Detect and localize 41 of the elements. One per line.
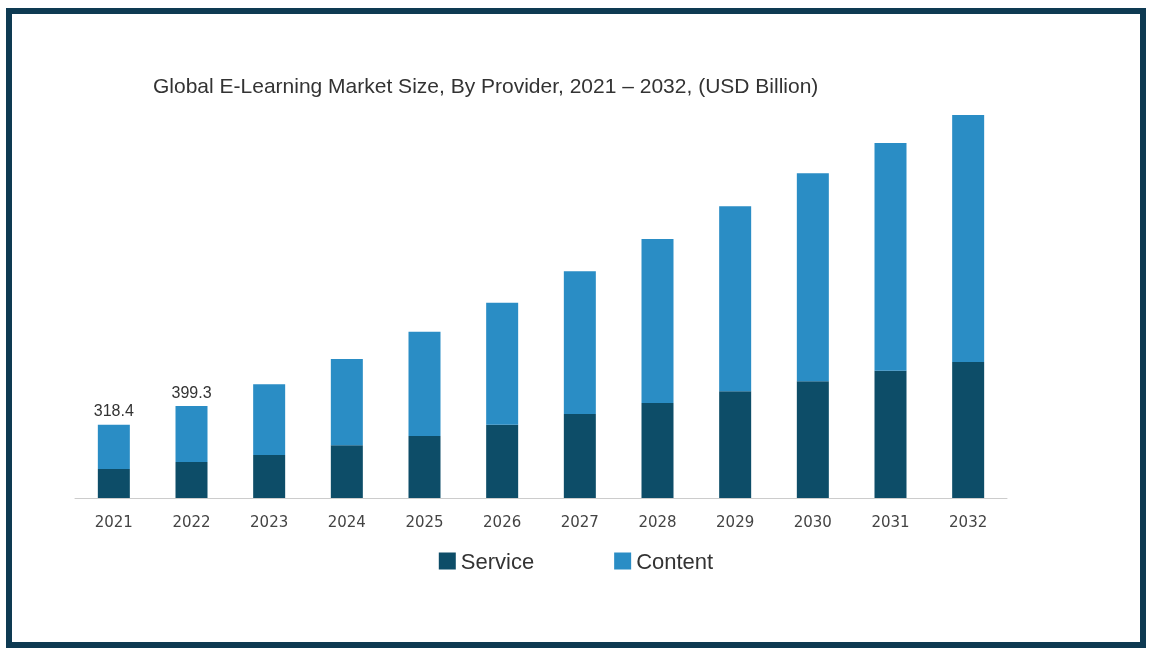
bar (253, 455, 286, 498)
bar (719, 391, 752, 498)
x-tick-label: 2032 (949, 512, 988, 531)
bar (175, 406, 208, 462)
bar (796, 173, 829, 382)
bar (952, 115, 985, 363)
x-tick-label: 2025 (405, 512, 444, 531)
x-tick-label: 2027 (560, 512, 599, 531)
bar (97, 424, 130, 469)
x-tick-label: 2021 (94, 512, 133, 531)
legend-label: Content (636, 548, 714, 574)
legend-label: Service (460, 548, 535, 574)
bar (330, 358, 363, 446)
bar (874, 370, 907, 498)
x-tick-label: 2024 (327, 512, 366, 531)
bar (408, 331, 441, 436)
bar (952, 362, 985, 498)
x-tick-label: 2029 (716, 512, 755, 531)
bar (796, 381, 829, 498)
annotation: 399.3 (171, 383, 212, 401)
x-tick-label: 2022 (172, 512, 211, 531)
bar (563, 271, 596, 415)
bar (563, 414, 596, 498)
x-tick-label: 2026 (483, 512, 522, 531)
x-tick-label: 2023 (250, 512, 289, 531)
bar (486, 424, 519, 498)
chart-title: Global E-Learning Market Size, By Provider, 2021 – 2032, (USD Billion) (153, 74, 819, 97)
bar (719, 206, 752, 392)
bar (408, 435, 441, 498)
bar (641, 239, 674, 404)
x-tick-label: 2031 (871, 512, 910, 531)
bar (175, 462, 208, 498)
bar (253, 384, 286, 456)
annotation: 318.4 (93, 402, 134, 420)
bar (874, 142, 907, 371)
bar (641, 403, 674, 498)
bar (330, 445, 363, 498)
bar (486, 302, 519, 425)
bar (97, 468, 130, 498)
x-tick-label: 2028 (638, 512, 677, 531)
x-tick-label: 2030 (793, 512, 832, 531)
